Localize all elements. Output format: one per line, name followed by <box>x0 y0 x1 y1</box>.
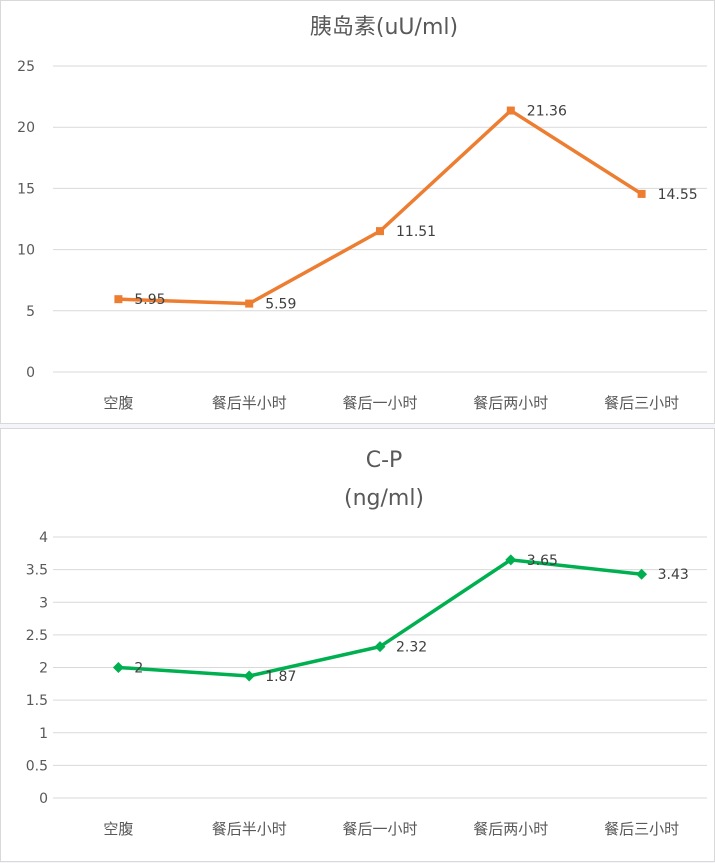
y-tick-label: 2.5 <box>26 628 48 644</box>
x-category-label: 餐后一小时 <box>342 394 417 412</box>
y-tick-label: 25 <box>17 59 35 75</box>
x-category-label: 餐后两小时 <box>473 820 548 838</box>
x-category-label: 空腹 <box>103 820 133 838</box>
chart-title: C-P <box>366 448 403 473</box>
data-point-marker <box>376 227 384 236</box>
y-tick-label: 1.5 <box>26 693 48 709</box>
c-peptide-chart-panel: C-P (ng/ml) 0 0.5 1 1.5 2 2.5 3 3.5 4 空腹 餐后半小时 餐后一小时 餐… <box>0 428 715 862</box>
data-point-marker <box>374 641 386 653</box>
y-tick-label: 3.5 <box>26 563 48 579</box>
data-label: 2.32 <box>396 640 427 656</box>
y-tick-label: 20 <box>17 120 35 136</box>
y-tick-label: 0 <box>26 365 35 381</box>
chart-title: (ng/ml) <box>344 486 424 511</box>
data-label: 3.65 <box>527 553 558 569</box>
x-category-label: 餐后三小时 <box>604 394 679 412</box>
insulin-chart-panel: 胰岛素(uU/ml) 0 5 10 15 20 25 空腹 餐后半小时 餐后一小时 餐后两小时 餐后三… <box>0 0 715 424</box>
data-point-marker <box>245 299 254 308</box>
data-point-marker <box>505 554 517 566</box>
insulin-chart: 胰岛素(uU/ml) 0 5 10 15 20 25 空腹 餐后半小时 餐后一小时 餐后两小时 餐后三… <box>17 15 707 412</box>
data-label: 2 <box>134 661 143 677</box>
data-point-marker <box>112 662 124 673</box>
x-category-label: 餐后两小时 <box>473 394 548 412</box>
x-category-label: 餐后三小时 <box>604 820 679 838</box>
c-peptide-chart: C-P (ng/ml) 0 0.5 1 1.5 2 2.5 3 3.5 4 空腹 餐后半小时 餐后一小时 餐… <box>26 448 707 838</box>
y-tick-label: 4 <box>39 530 48 546</box>
y-tick-label: 1 <box>39 726 48 742</box>
x-category-label: 空腹 <box>103 394 133 412</box>
y-tick-label: 0 <box>39 791 48 807</box>
x-category-label: 餐后半小时 <box>212 394 287 412</box>
data-label: 3.43 <box>658 567 689 583</box>
data-point-marker <box>243 670 255 682</box>
y-tick-label: 5 <box>26 304 35 320</box>
data-label: 14.55 <box>658 187 698 203</box>
data-label: 5.59 <box>265 297 296 313</box>
data-label: 11.51 <box>396 224 436 240</box>
y-tick-label: 3 <box>39 595 48 611</box>
y-tick-label: 10 <box>17 243 35 259</box>
y-tick-label: 15 <box>17 181 35 197</box>
x-category-label: 餐后一小时 <box>342 820 417 838</box>
y-tick-label: 0.5 <box>26 758 48 774</box>
series-line <box>116 558 644 678</box>
data-label: 5.95 <box>134 292 165 308</box>
x-category-label: 餐后半小时 <box>212 820 287 838</box>
data-point-marker <box>636 568 648 580</box>
y-tick-label: 2 <box>39 661 48 677</box>
data-label: 1.87 <box>265 669 296 685</box>
data-label: 21.36 <box>527 104 567 120</box>
data-point-marker <box>637 189 646 198</box>
chart-title: 胰岛素(uU/ml) <box>310 15 458 40</box>
data-point-marker <box>506 106 515 115</box>
data-point-marker <box>114 295 123 304</box>
series-line <box>116 108 644 306</box>
